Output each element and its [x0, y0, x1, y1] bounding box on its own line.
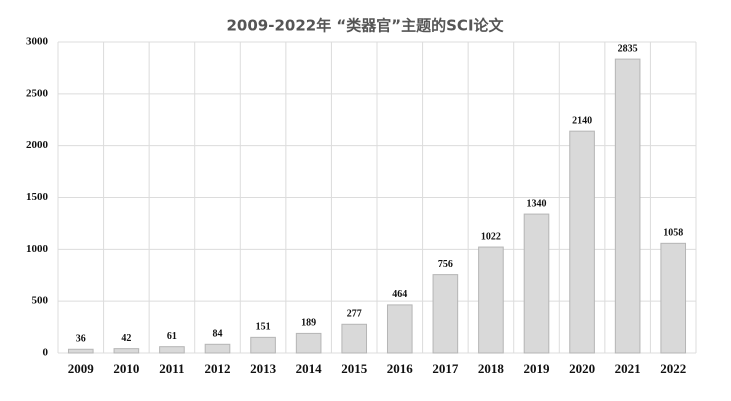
chart-title: 2009-2022年 “类器官”主题的SCI论文: [226, 17, 504, 35]
y-tick-label: 500: [32, 295, 49, 307]
data-label: 84: [213, 329, 223, 340]
data-label: 36: [76, 334, 86, 345]
y-tick-label: 2500: [26, 87, 49, 99]
y-tick-label: 2000: [26, 139, 49, 151]
x-tick-label: 2013: [250, 361, 277, 376]
bar: [295, 332, 322, 354]
bar: [159, 346, 185, 354]
bar: [523, 213, 550, 354]
y-tick-label: 1500: [26, 191, 49, 203]
y-tick-label: 1000: [26, 243, 49, 255]
x-tick-label: 2020: [569, 361, 595, 376]
data-label: 2140: [572, 115, 592, 126]
data-label: 464: [392, 289, 407, 300]
x-tick-label: 2015: [341, 361, 368, 376]
x-tick-label: 2012: [205, 361, 231, 376]
x-tick-label: 2022: [660, 361, 686, 376]
bar: [478, 246, 504, 354]
data-label: 61: [167, 331, 177, 342]
x-tick-label: 2014: [296, 361, 323, 376]
bar: [250, 336, 276, 354]
bar: [204, 343, 231, 354]
bar: [660, 242, 687, 354]
data-label: 2835: [618, 43, 638, 54]
x-tick-label: 2021: [615, 361, 641, 376]
bar: [432, 274, 459, 354]
data-label: 189: [301, 318, 316, 329]
x-tick-label: 2009: [68, 361, 95, 376]
x-tick-label: 2010: [113, 361, 139, 376]
x-tick-label: 2019: [524, 361, 551, 376]
bar: [113, 348, 140, 354]
y-tick-label: 0: [43, 347, 49, 359]
bar: [386, 304, 413, 354]
bar: [569, 130, 595, 354]
data-label: 277: [347, 309, 362, 320]
bar: [67, 348, 94, 354]
x-tick-label: 2016: [387, 361, 414, 376]
data-label: 1340: [527, 198, 547, 209]
x-tick-label: 2017: [432, 361, 459, 376]
data-label: 1022: [481, 231, 501, 242]
x-tick-label: 2011: [159, 361, 184, 376]
data-label: 151: [256, 322, 271, 333]
data-label: 1058: [663, 228, 683, 239]
y-tick-label: 3000: [26, 36, 49, 48]
data-label: 42: [121, 333, 131, 344]
bar: [341, 323, 368, 354]
data-label: 756: [438, 259, 453, 270]
x-tick-label: 2018: [478, 361, 505, 376]
bar: [614, 58, 641, 354]
